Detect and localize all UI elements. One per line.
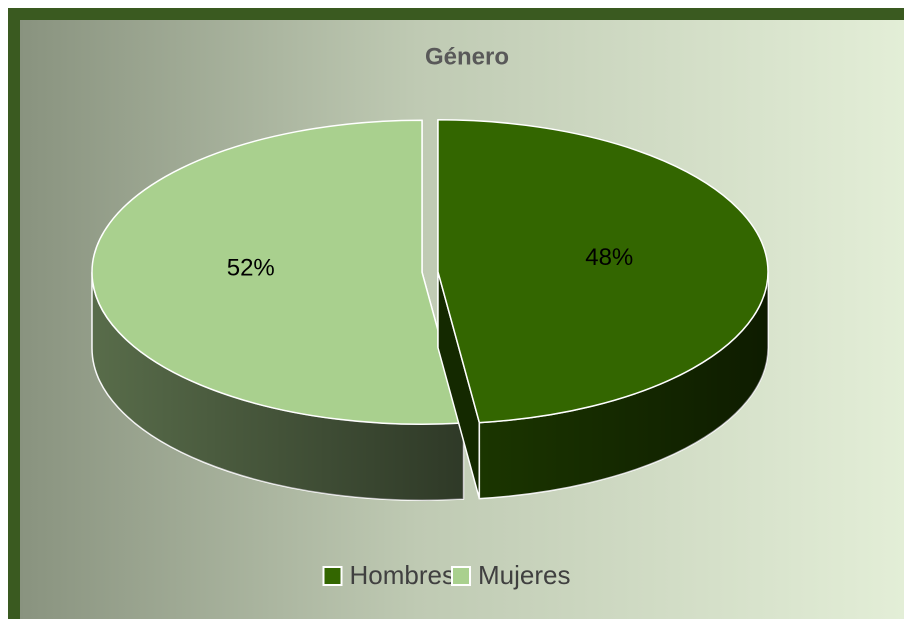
data-label: 48%	[585, 244, 633, 271]
legend-swatch	[451, 566, 471, 586]
legend-swatch	[322, 566, 343, 586]
legend-label: Mujeres	[478, 560, 570, 590]
data-label: 52%	[227, 255, 275, 282]
chart-title: Género	[425, 43, 509, 70]
pie-side-shade	[479, 271, 768, 499]
legend-label: Hombres	[350, 560, 455, 590]
pie-side-shade	[92, 272, 464, 501]
pie-slice	[437, 119, 769, 424]
pie-slice	[91, 119, 465, 425]
